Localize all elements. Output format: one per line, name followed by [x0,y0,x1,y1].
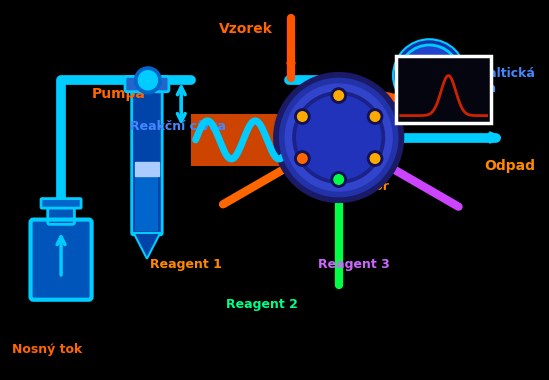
Circle shape [393,39,466,112]
Bar [135,162,159,176]
Circle shape [285,84,392,191]
Circle shape [295,151,310,166]
Circle shape [367,151,383,166]
Circle shape [296,95,380,179]
FancyBboxPatch shape [125,76,169,92]
Text: Reagent 3: Reagent 3 [318,258,389,271]
Text: Vzorek: Vzorek [219,22,273,36]
Circle shape [370,154,380,163]
Circle shape [399,45,460,106]
Circle shape [331,172,346,187]
Polygon shape [133,233,160,259]
Text: Detektor: Detektor [328,180,390,193]
FancyBboxPatch shape [132,88,162,235]
Circle shape [334,91,344,100]
Circle shape [367,109,383,124]
Circle shape [293,92,384,183]
Text: Pumpa: Pumpa [92,87,145,101]
Text: Peristaltická
pumpa: Peristaltická pumpa [448,67,536,95]
Text: Odpad: Odpad [485,160,535,173]
Circle shape [331,88,346,103]
Circle shape [274,73,404,203]
Text: Reakční cívka: Reakční cívka [130,120,226,133]
FancyBboxPatch shape [41,199,81,208]
FancyBboxPatch shape [48,203,75,224]
Bar [191,114,344,166]
Text: Reagent 1: Reagent 1 [150,258,222,271]
Circle shape [295,109,310,124]
Text: Reagent 2: Reagent 2 [226,298,298,311]
Circle shape [298,112,307,121]
Text: Nosný tok: Nosný tok [12,343,82,356]
Circle shape [370,112,380,121]
Circle shape [334,175,344,184]
Circle shape [135,67,161,93]
FancyBboxPatch shape [31,220,92,300]
Circle shape [279,78,398,197]
Circle shape [410,56,449,95]
Bar [396,56,491,123]
Circle shape [138,71,158,90]
Circle shape [298,154,307,163]
Bar [136,174,158,231]
